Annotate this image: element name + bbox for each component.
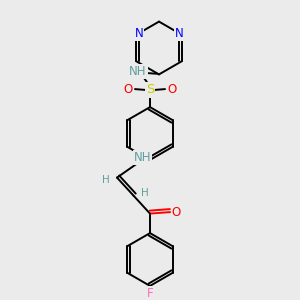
Text: S: S (146, 83, 154, 97)
Text: O: O (123, 82, 132, 96)
Text: N: N (135, 27, 143, 40)
Text: NH: NH (129, 65, 147, 78)
Text: H: H (141, 188, 149, 198)
Text: F: F (147, 287, 153, 300)
Text: O: O (168, 82, 177, 96)
Text: O: O (172, 206, 181, 219)
Text: N: N (175, 27, 183, 40)
Text: NH: NH (134, 151, 151, 164)
Text: H: H (102, 175, 110, 185)
